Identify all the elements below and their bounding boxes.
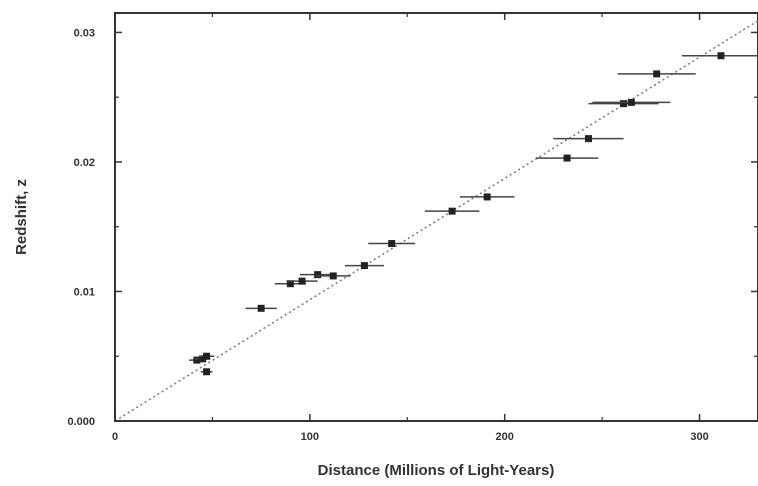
x-axis-title: Distance (Millions of Light-Years): [318, 462, 555, 479]
point-marker: [448, 207, 456, 215]
data-point: [617, 70, 696, 78]
data-point-layer: [189, 52, 758, 376]
data-point: [368, 240, 416, 248]
data-point: [682, 52, 758, 60]
y-axis-title: Redshift, z: [13, 179, 30, 255]
point-marker: [203, 352, 211, 360]
data-point: [424, 207, 480, 215]
point-marker: [388, 240, 396, 248]
point-marker: [199, 355, 207, 363]
point-marker: [563, 154, 571, 162]
plot-frame: [114, 12, 758, 422]
point-marker: [257, 304, 265, 312]
fit-line: [114, 20, 758, 422]
point-marker: [314, 271, 322, 279]
point-marker: [483, 193, 491, 201]
tick-layer: 0 100 200 300 0.000 0.01 0.02 0.03: [67, 13, 758, 443]
x-tick-label: 100: [301, 431, 319, 443]
data-point: [344, 262, 384, 270]
point-marker: [360, 262, 368, 270]
data-point: [245, 304, 277, 312]
x-tick-label: 200: [496, 431, 514, 443]
point-marker: [298, 277, 306, 285]
x-tick-label: 300: [690, 431, 708, 443]
y-tick-label: 0.000: [67, 416, 95, 428]
data-point: [200, 368, 213, 376]
data-point: [535, 154, 599, 162]
fit-line-layer: [114, 20, 758, 422]
point-marker: [203, 368, 211, 376]
point-marker: [584, 135, 592, 143]
point-marker: [193, 356, 201, 364]
data-point: [286, 277, 318, 285]
y-tick-label: 0.01: [74, 286, 95, 298]
point-marker: [329, 272, 337, 280]
data-point: [315, 272, 351, 280]
data-point: [588, 100, 659, 108]
data-point: [592, 98, 671, 106]
point-marker: [627, 98, 635, 106]
y-tick-label: 0.02: [74, 157, 95, 169]
data-point: [198, 352, 215, 360]
data-point: [459, 193, 515, 201]
x-tick-label: 0: [112, 431, 118, 443]
point-marker: [620, 100, 628, 108]
point-marker: [286, 280, 294, 288]
point-marker: [717, 52, 725, 60]
point-marker: [653, 70, 661, 78]
y-tick-label: 0.03: [74, 27, 95, 39]
data-point: [553, 135, 624, 143]
data-point: [300, 271, 336, 279]
